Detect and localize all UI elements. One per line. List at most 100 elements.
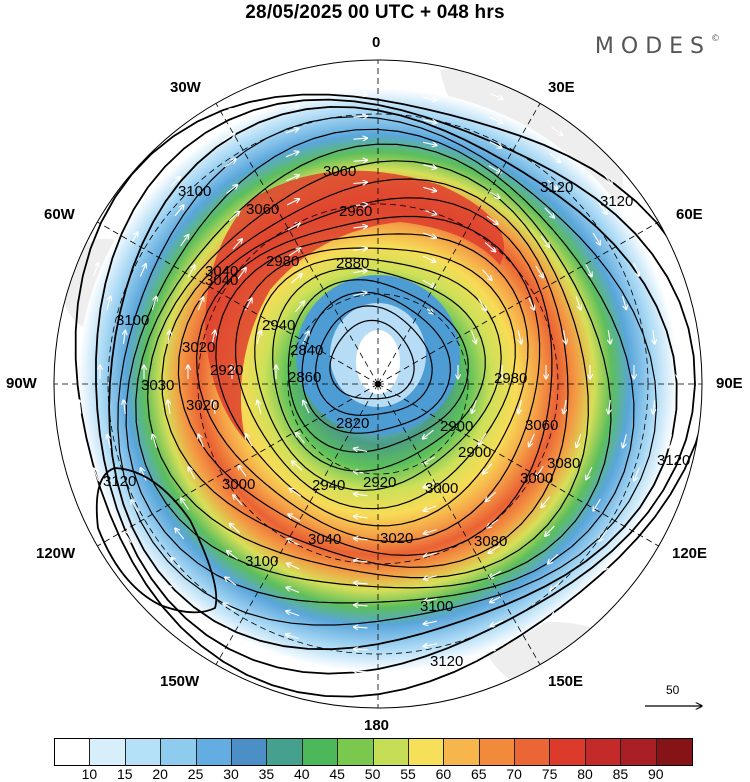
wind-vector xyxy=(212,330,215,345)
wind-vector xyxy=(547,179,558,190)
wind-vector xyxy=(668,434,671,448)
brand-logo: MODES© xyxy=(595,34,720,59)
wind-vector xyxy=(545,525,555,536)
wind-vector xyxy=(286,199,300,206)
wind-vector xyxy=(423,98,437,101)
wind-vector xyxy=(353,182,368,183)
wind-vector xyxy=(470,330,477,344)
wind-vector xyxy=(634,467,640,481)
contour-label: 2900 xyxy=(440,418,473,435)
wind-vector xyxy=(551,126,563,135)
colorbar-tick-label: 60 xyxy=(435,766,452,782)
lon-label-60e: 60E xyxy=(676,206,703,223)
height-contour xyxy=(125,128,635,604)
wind-vector xyxy=(354,605,368,606)
height-contour xyxy=(329,319,415,400)
contour-label: 2840 xyxy=(290,342,323,359)
wind-vector xyxy=(106,296,111,310)
wind-vector xyxy=(198,434,204,448)
wind-vector xyxy=(423,456,436,464)
colorbar-swatch xyxy=(161,739,197,765)
contour-label: 3040 xyxy=(308,531,341,548)
wind-vector xyxy=(541,496,551,508)
lon-label-120w: 120W xyxy=(36,545,76,562)
colorbar-tick-label: 65 xyxy=(471,766,487,782)
wind-vector xyxy=(602,173,612,185)
colorbar-swatch xyxy=(408,739,445,765)
wind-vector xyxy=(180,234,189,247)
colorbar-tick-label: 75 xyxy=(541,766,558,782)
wind-vector xyxy=(540,235,550,247)
contour-label: 3100 xyxy=(178,183,211,200)
wind-vector xyxy=(187,265,195,278)
wind-vector xyxy=(552,608,564,617)
contour-label: 2860 xyxy=(288,369,321,386)
wind-vector xyxy=(354,561,368,562)
wind-vector xyxy=(653,399,655,414)
contour-label: 3020 xyxy=(186,397,219,414)
contour-label: 3060 xyxy=(246,201,279,218)
colorbar-tick-label: 55 xyxy=(400,766,416,782)
wind-vector xyxy=(593,498,601,511)
wind-vector xyxy=(232,239,242,250)
colorbar-swatch xyxy=(55,739,91,765)
wind-vector xyxy=(233,495,243,506)
wind-vector xyxy=(585,263,592,277)
colorbar-swatch xyxy=(231,739,268,765)
wind-vector xyxy=(599,529,608,541)
wind-vector xyxy=(289,488,302,497)
wind-vector xyxy=(423,575,437,579)
wind-vector xyxy=(285,657,299,662)
wind-vector xyxy=(237,268,246,280)
contour-label: 3120 xyxy=(600,193,633,210)
wind-vector xyxy=(490,620,503,627)
wind-vector xyxy=(123,400,125,414)
wind-vector xyxy=(225,577,237,586)
wind-vector xyxy=(603,559,613,571)
wind-vector xyxy=(564,399,567,414)
wind-vector xyxy=(422,279,435,287)
wind-vector xyxy=(175,528,185,540)
colorbar-swatch xyxy=(267,739,303,765)
contour-label: 3100 xyxy=(245,553,278,570)
wind-vector xyxy=(229,523,240,534)
colorbar-swatch xyxy=(302,739,339,765)
wind-vector xyxy=(174,205,184,217)
wind-vector xyxy=(598,202,607,214)
wind-vector xyxy=(623,434,627,448)
wind-vector xyxy=(564,330,567,344)
wind-vector xyxy=(124,531,132,544)
colorbar-swatch xyxy=(515,739,551,765)
wind-vector xyxy=(423,164,437,168)
lon-label-90w: 90W xyxy=(6,375,37,392)
wind-vector xyxy=(353,292,367,295)
colorbar-tick-label: 20 xyxy=(152,766,168,782)
wind-vector xyxy=(168,330,170,345)
wind-vector xyxy=(353,72,368,73)
colorbar xyxy=(54,738,694,766)
wind-vector xyxy=(643,500,650,513)
colorbar-tick-label: 90 xyxy=(648,766,664,782)
contour-label: 3120 xyxy=(657,452,690,469)
wind-vector xyxy=(238,465,247,477)
colorbar-ticks: 10 15 20 25 30 35 40 45 50 55 60 65 70 75 80 85 90 xyxy=(54,766,694,782)
wind-vector xyxy=(167,585,178,596)
wind-vector xyxy=(222,628,235,636)
contour-label: 3000 xyxy=(425,480,458,497)
chart-title: 28/05/2025 00 UTC + 048 hrs xyxy=(245,2,505,23)
meridian-line xyxy=(215,103,379,385)
lon-label-120e: 120E xyxy=(672,545,708,562)
copyright-mark: © xyxy=(711,34,720,44)
wind-vector xyxy=(295,432,305,444)
wind-vector xyxy=(285,634,299,640)
wind-vector xyxy=(228,211,239,222)
wind-vector xyxy=(354,516,368,518)
wind-vector xyxy=(423,666,438,669)
wind-vector xyxy=(353,94,368,95)
contour-label: 3040 xyxy=(205,272,238,289)
wind-vector xyxy=(423,481,437,488)
height-contour xyxy=(74,93,702,698)
wind-vector xyxy=(423,232,436,238)
wind-vector xyxy=(529,433,535,447)
contour-label: 3120 xyxy=(540,179,573,196)
